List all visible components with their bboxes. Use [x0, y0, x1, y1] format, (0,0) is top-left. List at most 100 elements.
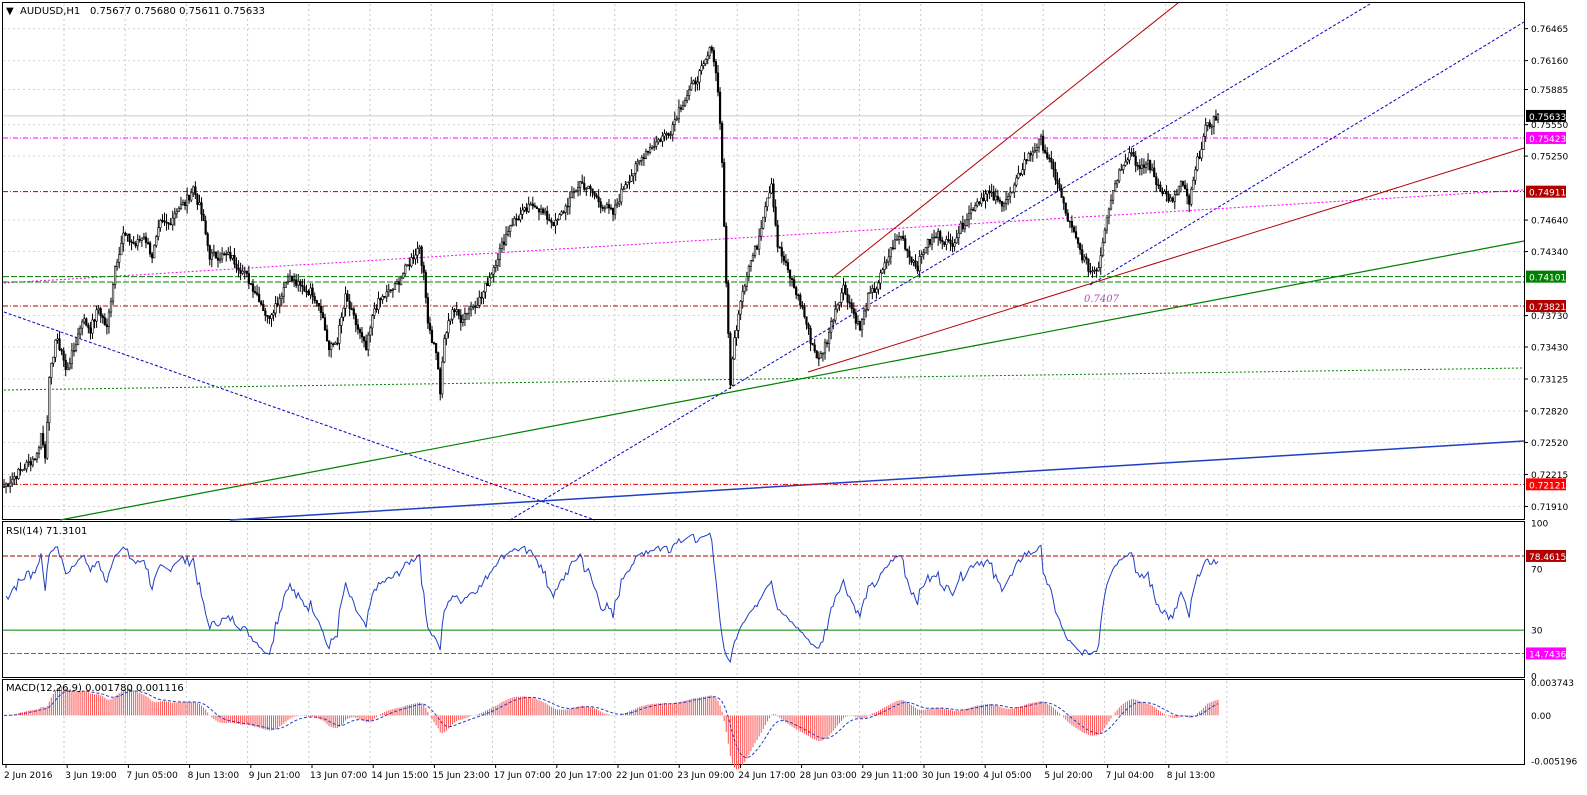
price-tags: 0.75423 0.74911 0.74101 0.73821 0.72121 0.756… [1526, 109, 1566, 491]
candle-body [274, 303, 277, 314]
candle-body [591, 188, 594, 193]
candle-body [661, 135, 664, 142]
candle-body [558, 214, 561, 220]
candle-body [630, 175, 633, 182]
candle-body [393, 283, 397, 290]
candle-body [56, 338, 59, 341]
candle-body [616, 203, 619, 206]
candle-body [1070, 221, 1074, 228]
candle-body [731, 358, 734, 386]
candle-body [679, 107, 683, 110]
candle-body [644, 150, 648, 159]
candle-body [743, 285, 746, 292]
candle-body [963, 224, 967, 230]
candle-body [428, 322, 432, 331]
candle-body [371, 315, 374, 329]
candle-body [15, 476, 18, 480]
candle-body [1029, 152, 1032, 156]
candle-body [1007, 195, 1010, 201]
y-tick-label: 0.73730 [1531, 312, 1568, 322]
candle-body [1105, 216, 1108, 231]
candle-body [972, 208, 975, 211]
candle-body [1081, 249, 1084, 261]
chart-header-arrow[interactable]: ▼ [6, 6, 14, 17]
candle-body [385, 291, 388, 298]
candle-body [832, 319, 835, 322]
candle-body [268, 315, 271, 319]
candle-body [1161, 191, 1164, 195]
candle-body [523, 207, 526, 211]
candle-body [790, 277, 794, 281]
candle-body [959, 222, 962, 234]
candle-body [778, 246, 781, 249]
candle-body [494, 265, 497, 268]
candle-body [568, 197, 571, 208]
candle-body [476, 305, 479, 308]
candle-body [1142, 164, 1146, 168]
price-level-tag-text: 0.73821 [1529, 303, 1566, 313]
candle-body [533, 205, 536, 208]
candle-body [338, 325, 341, 344]
candle-body [733, 337, 736, 360]
candle-body [336, 342, 339, 345]
candle-body [317, 302, 320, 307]
price-level-tag-text: 0.74101 [1529, 274, 1566, 284]
candle-body [358, 328, 362, 333]
candle-body [453, 309, 456, 312]
candle-body [87, 325, 90, 329]
candle-body [295, 279, 298, 286]
candle-body [183, 202, 187, 206]
candle-body [651, 147, 654, 149]
candle-body [1153, 167, 1156, 178]
candle-body [1192, 179, 1195, 190]
candle-body [1128, 152, 1131, 161]
candle-body [465, 312, 469, 315]
rsi-series: 78.4615 14.7436 [3, 532, 1566, 664]
candle-body [484, 283, 487, 293]
price-level-tag [1526, 478, 1566, 491]
x-tick-label: 29 Jun 11:00 [861, 771, 918, 781]
rsi-y-tick-label: 100 [1531, 520, 1548, 530]
candle-body [871, 288, 874, 293]
candle-body [251, 283, 255, 292]
candle-body [694, 80, 697, 85]
candle-body [9, 482, 12, 487]
candle-body [515, 218, 518, 220]
candle-body [566, 205, 569, 208]
candle-body [949, 239, 952, 245]
candle-body [235, 263, 238, 269]
candle-body [192, 186, 195, 194]
candle-body [91, 319, 94, 334]
candle-body [607, 204, 611, 209]
x-tick-label: 24 Jun 17:00 [738, 771, 795, 781]
candle-body [206, 233, 209, 246]
candle-body [496, 258, 499, 266]
current-price-tag-text: 0.75633 [1529, 113, 1566, 123]
candle-body [908, 250, 911, 258]
candle-body [786, 262, 790, 271]
candle-body [218, 258, 222, 261]
candle-body [190, 192, 193, 201]
current-price-tag [1526, 109, 1566, 122]
candle-body [716, 72, 720, 93]
candle-body [159, 219, 162, 229]
candle-body [552, 222, 555, 227]
candle-body [634, 163, 637, 174]
candle-body [636, 161, 639, 165]
candle-body [2, 486, 6, 488]
candle-body [976, 201, 979, 206]
candle-body [982, 197, 985, 202]
candle-body [140, 237, 143, 241]
candle-body [315, 300, 318, 304]
rsi-level-tag [1526, 647, 1566, 660]
x-tick-label: 8 Jul 13:00 [1167, 771, 1216, 781]
x-tick-label: 3 Jun 19:00 [65, 771, 117, 781]
candle-body [638, 159, 641, 163]
candle-body [111, 284, 115, 302]
candle-body [865, 309, 868, 312]
grid-lines [3, 4, 1524, 763]
x-tick-label: 4 Jul 05:00 [983, 771, 1032, 781]
price-level-tag [1526, 300, 1566, 313]
candle-body [1140, 164, 1143, 169]
